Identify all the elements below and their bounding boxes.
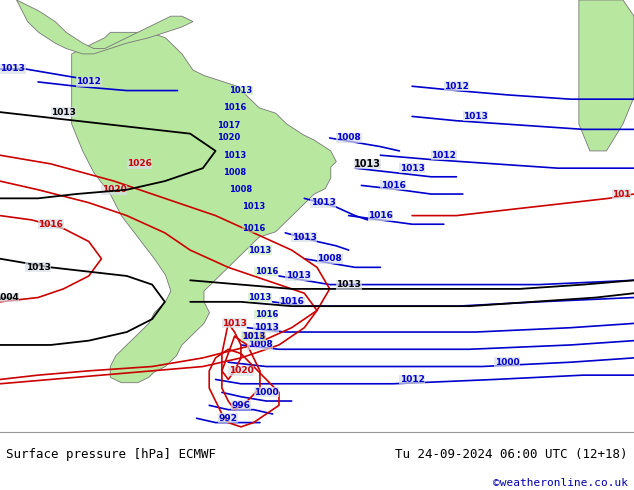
Text: 1013: 1013 [242,202,265,212]
Text: Tu 24-09-2024 06:00 UTC (12+18): Tu 24-09-2024 06:00 UTC (12+18) [395,448,628,461]
Text: 1000: 1000 [254,388,278,397]
Text: 1020: 1020 [217,133,240,143]
Text: 1008: 1008 [317,254,342,263]
Text: 1020: 1020 [228,367,254,375]
Text: 1016: 1016 [38,220,63,229]
Text: 1013: 1013 [285,271,311,280]
Text: 1013: 1013 [249,245,271,255]
Text: 1013: 1013 [292,233,317,242]
Text: 1013: 1013 [223,151,246,160]
Text: 1013: 1013 [51,108,76,117]
Text: 1016: 1016 [279,297,304,306]
Text: 1016: 1016 [255,267,278,276]
Text: 1016: 1016 [368,211,393,220]
Text: 1016: 1016 [380,181,406,190]
Text: 1004: 1004 [0,293,19,302]
Text: 996: 996 [231,401,250,410]
Text: 1020: 1020 [101,185,127,194]
Text: 1000: 1000 [495,358,519,367]
Text: 1017: 1017 [217,121,240,129]
Text: 1008: 1008 [336,133,361,143]
Text: 1008: 1008 [247,341,273,349]
Polygon shape [72,32,336,383]
Text: 992: 992 [219,414,238,423]
Text: 1013: 1013 [254,323,279,332]
Text: 1013: 1013 [399,164,425,172]
Text: Surface pressure [hPa] ECMWF: Surface pressure [hPa] ECMWF [6,448,216,461]
Text: 1013: 1013 [311,198,336,207]
Text: 1012: 1012 [431,151,456,160]
Text: 1012: 1012 [444,82,469,91]
Text: 1008: 1008 [230,185,252,194]
Text: 1013: 1013 [25,263,51,272]
Text: ©weatheronline.co.uk: ©weatheronline.co.uk [493,478,628,488]
Text: 101: 101 [612,190,631,198]
Text: 1013: 1013 [336,280,361,289]
Polygon shape [16,0,193,54]
Text: 1013: 1013 [242,332,265,341]
Text: 1016: 1016 [241,332,266,341]
Text: 1026: 1026 [127,159,152,169]
Text: 1016: 1016 [242,224,265,233]
Text: 1012: 1012 [76,77,101,86]
Text: 1016: 1016 [255,310,278,319]
Text: 1013: 1013 [222,319,247,328]
Text: 1013: 1013 [463,112,488,121]
Text: 1013: 1013 [0,65,25,74]
Text: 1013: 1013 [354,159,381,169]
Polygon shape [579,0,634,151]
Text: 1013: 1013 [230,86,252,95]
Text: 1012: 1012 [399,375,425,384]
Text: 1016: 1016 [223,103,246,112]
Text: 1008: 1008 [223,168,246,177]
Text: 1013: 1013 [249,293,271,302]
